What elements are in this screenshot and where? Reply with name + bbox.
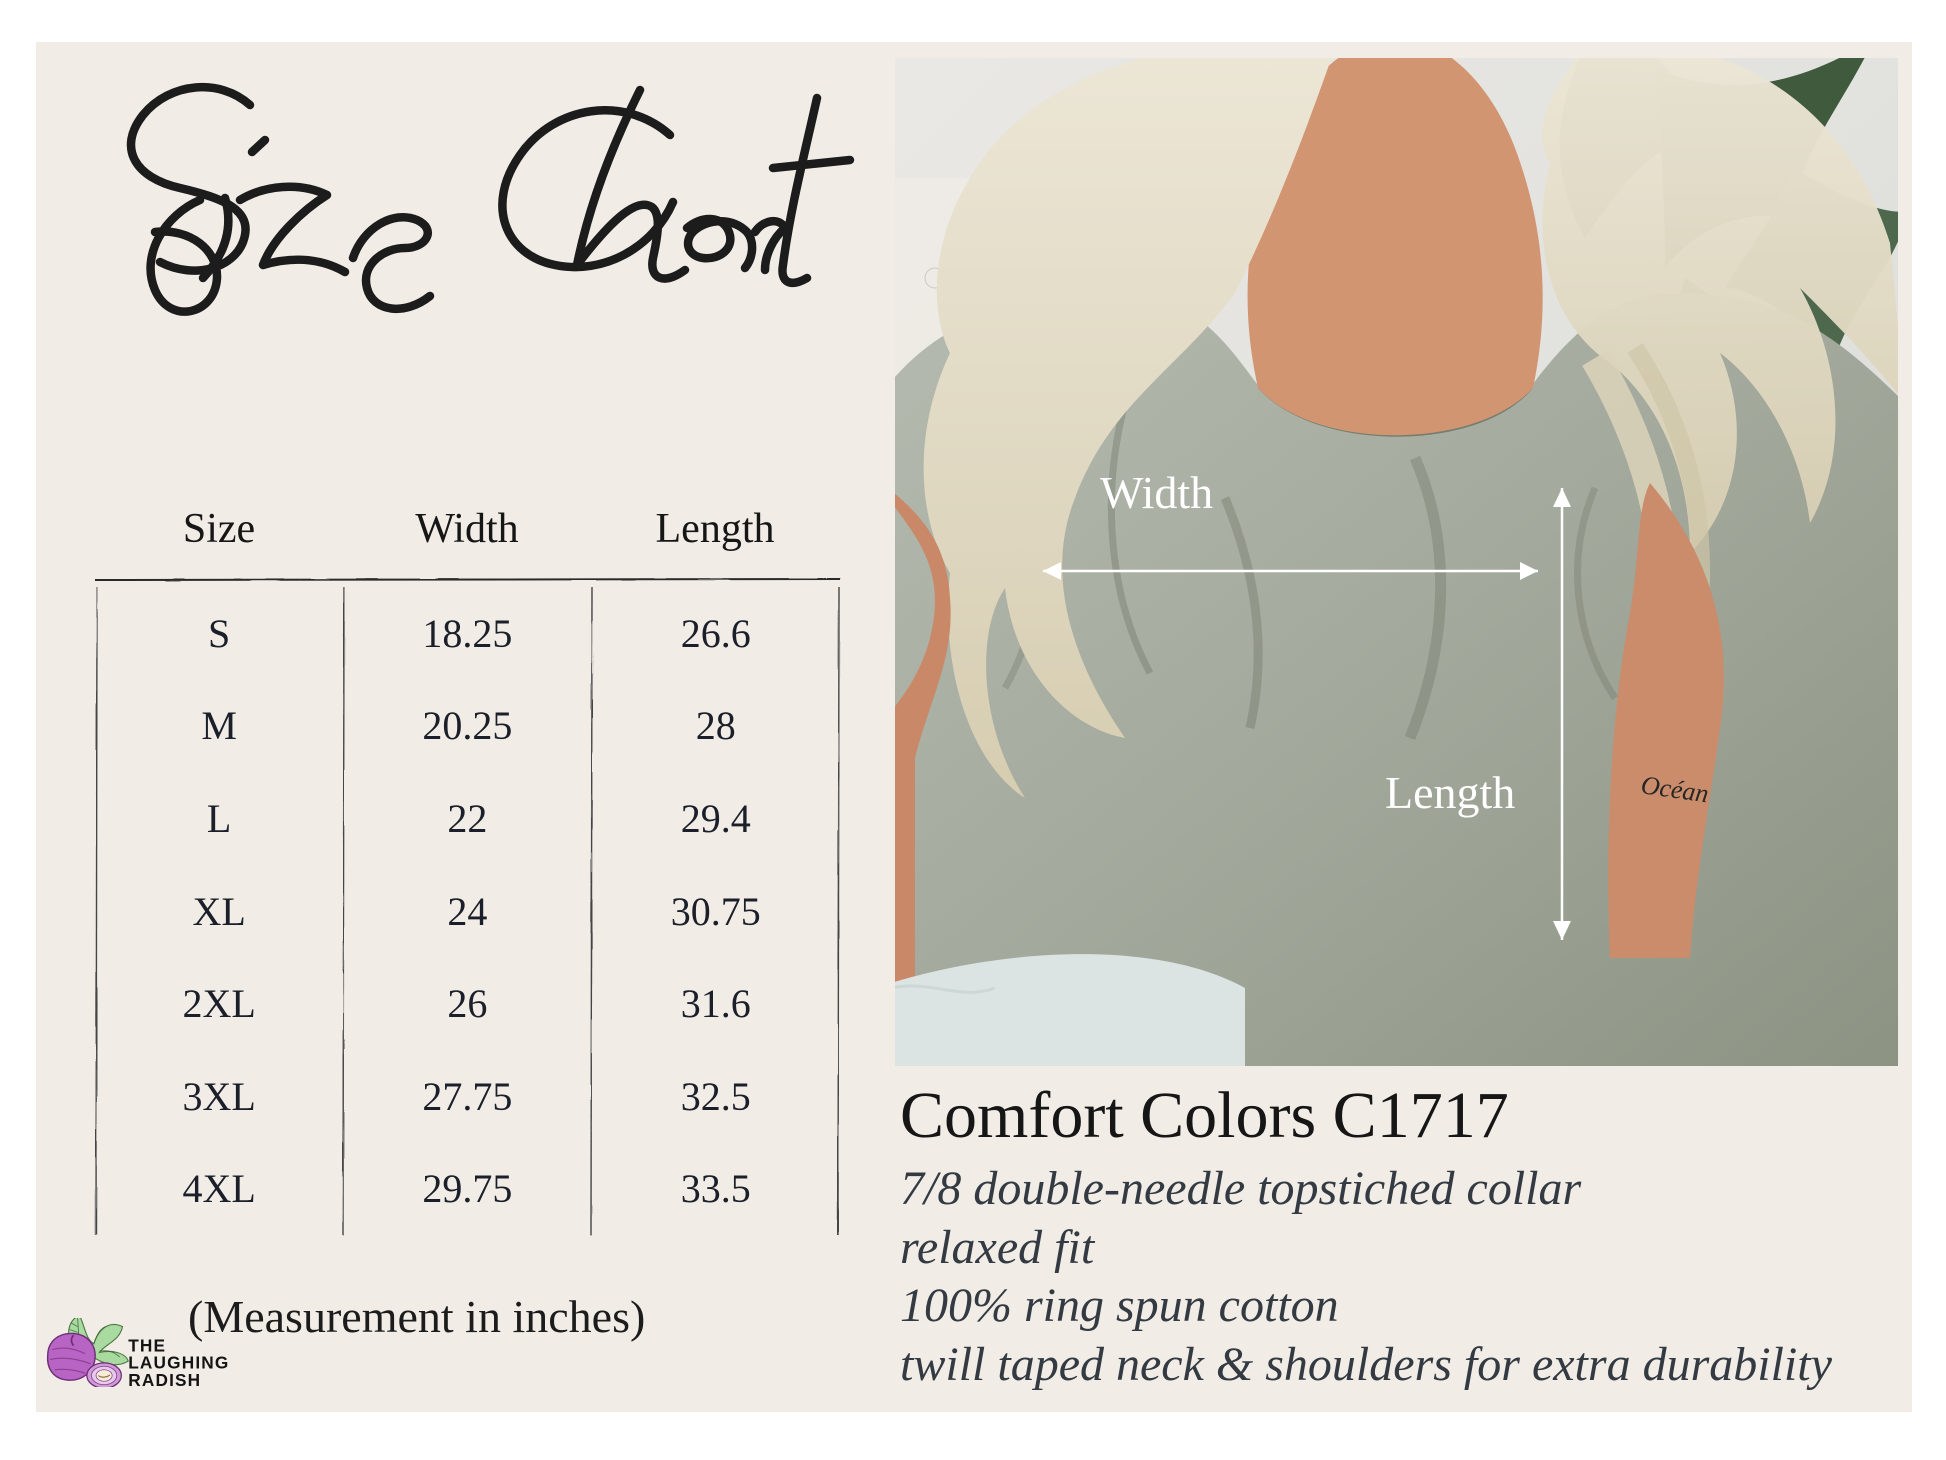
svg-text:Length: Length xyxy=(1385,767,1515,818)
svg-text:RADISH: RADISH xyxy=(128,1370,201,1387)
svg-text:Width: Width xyxy=(1100,467,1213,518)
